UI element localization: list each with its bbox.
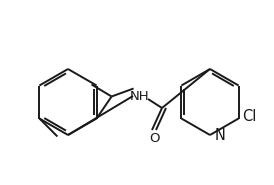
Text: Cl: Cl <box>242 109 257 124</box>
Text: N: N <box>215 127 226 142</box>
Text: O: O <box>149 132 159 145</box>
Text: NH: NH <box>130 90 150 102</box>
